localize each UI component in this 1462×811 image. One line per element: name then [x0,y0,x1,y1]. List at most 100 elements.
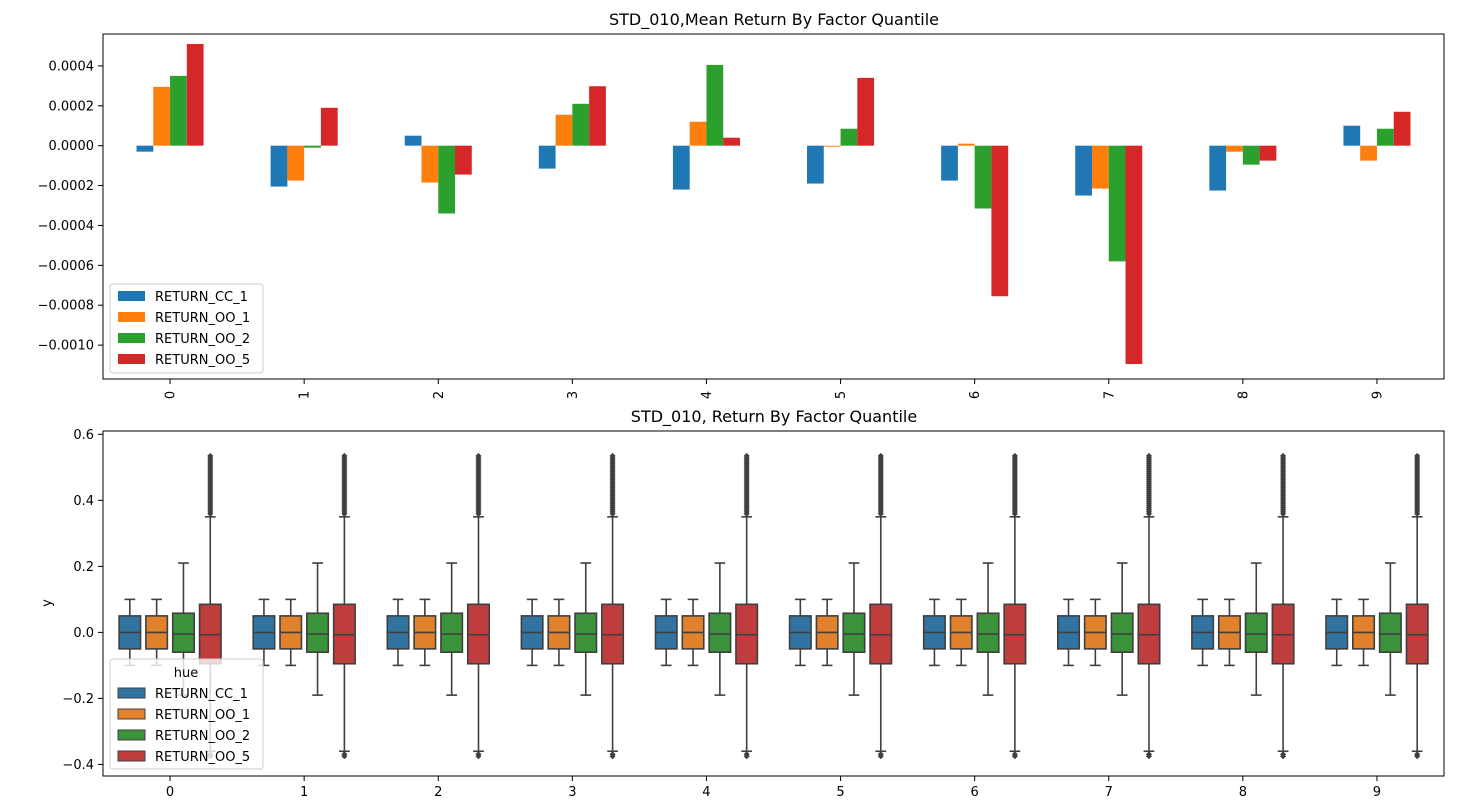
box-return-cc-1 [1191,598,1215,667]
box-body [171,612,195,653]
bottom-x-axis: 0 1 2 3 4 5 6 7 8 9 [166,776,1381,800]
bar-return-oo-5 [455,145,472,175]
bar-return-cc-1 [1209,145,1227,191]
bar-return-oo-2 [706,64,724,146]
bar-return-oo-5 [320,107,338,146]
bar-return-oo-1 [1091,145,1109,189]
outlier-marker [743,452,750,459]
bar-return-oo-2 [170,75,187,146]
box-return-oo-5 [466,452,491,760]
bottom-legend-frame [109,658,264,770]
bar-return-oo-1 [1226,145,1243,152]
top-x-tick-label: 3 [566,391,581,399]
box-return-oo-1 [815,598,839,667]
bottom-boxes [118,452,1429,760]
box-return-cc-1 [386,598,410,667]
box-return-oo-5 [1003,452,1027,760]
bottom-x-tick-label: 5 [836,785,844,800]
box-body [708,612,732,653]
box-body [1244,612,1268,653]
bottom-x-tick-label: 6 [971,785,979,800]
bottom-x-tick-label: 0 [166,785,174,800]
box-return-oo-2 [842,562,866,696]
box-return-oo-2 [1378,562,1402,696]
box-return-oo-5 [869,452,893,760]
top-y-tick-label: 0.0002 [49,99,95,114]
top-legend-swatch [118,333,145,343]
outlier-marker [341,452,348,459]
top-legend-swatch [118,354,145,364]
box-return-oo-2 [708,562,732,696]
outlier-marker [1011,452,1018,459]
top-legend-swatch [118,291,145,301]
bar-return-cc-1 [538,145,556,169]
bar-return-cc-1 [1075,145,1092,196]
top-x-tick-label: 0 [164,391,179,399]
box-body [574,612,598,653]
box-return-oo-5 [735,452,759,760]
bottom-x-tick-label: 4 [702,785,710,800]
box-body [842,612,866,653]
box-return-oo-2 [976,562,1000,696]
bar-return-oo-1 [555,114,573,146]
bottom-y-label: y [40,599,55,607]
box-return-oo-2 [1244,562,1268,696]
bottom-legend: hue RETURN_CC_1 RETURN_OO_1 RETURN_OO_2 RETU… [109,658,264,770]
bar-return-oo-5 [1125,145,1143,365]
outlier-marker [1414,452,1421,459]
bar-return-oo-2 [1376,128,1394,146]
box-return-oo-1 [413,598,437,667]
top-x-tick-label: 4 [700,391,715,399]
bar-return-oo-2 [304,145,321,148]
top-y-tick-label: −0.0008 [38,299,94,314]
box-return-cc-1 [922,598,946,667]
return-box-chart: STD_010, Return By Factor Quantile y 0.6… [40,407,1445,800]
box-return-cc-1 [1325,598,1349,667]
outlier-marker [475,753,482,760]
top-x-tick-label: 7 [1102,391,1117,399]
bottom-legend-swatch [117,708,146,720]
box-return-oo-2 [574,562,598,696]
bar-return-oo-1 [1360,145,1377,161]
top-bars [136,43,1411,365]
outlier-marker [341,753,348,760]
top-legend-label: RETURN_OO_1 [155,311,250,326]
bar-return-oo-2 [1242,145,1260,165]
outlier-marker [609,753,616,760]
bottom-x-tick-label: 1 [300,785,308,800]
bottom-y-tick-label: 0.4 [73,494,94,509]
top-y-axis: 0.0004 0.0002 0.0000 −0.0002 −0.0004 −0.0006 −… [38,59,103,354]
outlier-marker [1414,753,1421,760]
bottom-legend-swatch [117,687,146,699]
box-return-oo-1 [279,598,303,667]
bottom-y-tick-label: −0.2 [62,692,94,707]
outlier-marker [743,753,750,760]
top-x-tick-label: 9 [1370,391,1385,399]
outlier-marker [1280,452,1287,459]
bottom-y-tick-label: −0.4 [62,758,94,773]
box-return-oo-2 [1110,562,1134,696]
bottom-legend-swatch [117,729,146,741]
outlier-marker [877,753,884,760]
bottom-x-tick-label: 3 [568,785,576,800]
bottom-plot-area [102,430,1445,777]
box-return-oo-2 [440,562,464,696]
bar-return-oo-2 [1108,145,1126,262]
bar-return-cc-1 [941,145,958,181]
bar-return-oo-2 [840,128,858,146]
box-return-oo-1 [1352,598,1376,667]
box-return-oo-1 [949,598,973,667]
box-return-cc-1 [520,598,544,667]
top-chart-title: STD_010,Mean Return By Factor Quantile [609,10,939,30]
bottom-x-tick-label: 8 [1239,785,1247,800]
bar-return-oo-1 [823,145,841,147]
box-body [306,612,330,653]
bottom-legend-label: RETURN_CC_1 [155,687,248,702]
bottom-legend-label: RETURN_OO_1 [155,708,250,723]
top-legend-label: RETURN_OO_2 [155,332,250,347]
box-body [440,612,464,653]
outlier-marker [1011,753,1018,760]
box-return-oo-1 [547,598,571,667]
box-return-oo-5 [332,452,356,760]
